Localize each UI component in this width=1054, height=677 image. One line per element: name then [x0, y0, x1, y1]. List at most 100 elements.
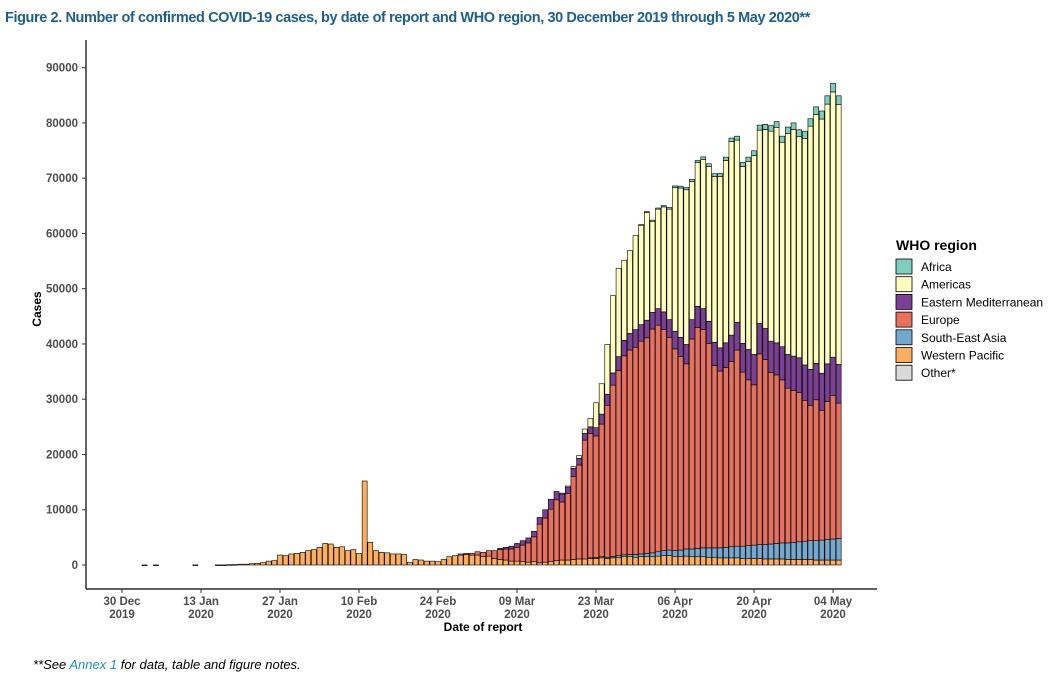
bar-segment-eastern-mediterranean — [717, 347, 723, 372]
bar-segment-americas — [739, 166, 746, 344]
bar-segment-western-pacific — [739, 558, 746, 566]
bar-segment-europe — [615, 370, 622, 556]
bar-stack — [390, 553, 396, 566]
bar-segment-americas — [700, 159, 707, 309]
bar-segment-western-pacific — [649, 556, 656, 566]
bar-segment-europe — [474, 551, 481, 556]
bar-segment-western-pacific — [226, 564, 233, 566]
bar-segment-africa — [813, 106, 819, 115]
bar-segment-americas — [677, 187, 684, 338]
bar-segment-western-pacific — [440, 559, 447, 566]
bar-stack — [548, 498, 554, 566]
bar-stack — [773, 121, 780, 566]
bar-segment-south-east-asia — [706, 547, 712, 558]
bar-segment-western-pacific — [666, 555, 673, 566]
bar-segment-western-pacific — [762, 558, 769, 566]
annex-link[interactable]: Annex 1 — [69, 657, 118, 672]
bar-segment-western-pacific — [378, 551, 385, 566]
bar-stack — [542, 509, 549, 566]
bar-segment-western-pacific — [305, 550, 312, 566]
bar-segment-europe — [835, 402, 842, 539]
bar-segment-europe — [531, 536, 537, 562]
bar-stack — [610, 295, 616, 566]
bar-segment-americas — [779, 141, 786, 348]
bar-stack — [638, 224, 644, 566]
figure-title: Figure 2. Number of confirmed COVID-19 c… — [5, 10, 810, 26]
bar-segment-western-pacific — [548, 561, 554, 566]
footnote: **See Annex 1 for data, table and figure… — [33, 657, 301, 672]
bar-segment-africa — [722, 156, 729, 161]
bar-stack — [344, 550, 351, 566]
bar-segment-eastern-mediterranean — [643, 319, 650, 339]
bar-stack — [751, 150, 757, 566]
bar-stack — [299, 551, 306, 566]
bar-segment-eastern-mediterranean — [824, 363, 831, 402]
bar-segment-eastern-mediterranean — [587, 426, 594, 434]
bar-segment-eastern-mediterranean — [768, 340, 774, 373]
bar-segment-africa — [796, 129, 802, 138]
bar-stack — [192, 564, 199, 566]
bar-stack — [294, 553, 300, 566]
bar-segment-western-pacific — [373, 550, 379, 566]
bar-segment-western-pacific — [243, 563, 249, 566]
bar-stack — [254, 563, 261, 566]
bar-segment-western-pacific — [672, 556, 678, 566]
bar-segment-americas — [768, 130, 774, 342]
bar-segment-eastern-mediterranean — [830, 356, 836, 396]
bar-segment-western-pacific — [542, 561, 549, 566]
y-tick-label: 10000 — [46, 505, 78, 517]
bar-segment-europe — [502, 548, 509, 561]
bar-segment-eastern-mediterranean — [531, 530, 537, 538]
bar-segment-europe — [655, 324, 661, 553]
bar-segment-south-east-asia — [638, 553, 644, 558]
bar-segment-americas — [627, 250, 633, 334]
bar-segment-eastern-mediterranean — [502, 547, 509, 550]
bar-segment-africa — [818, 110, 825, 120]
legend-swatch — [895, 276, 913, 293]
bar-segment-western-pacific — [796, 559, 802, 566]
bar-segment-americas — [655, 208, 661, 309]
bar-segment-south-east-asia — [779, 542, 786, 560]
bar-segment-eastern-mediterranean — [553, 491, 560, 501]
bar-segment-europe — [638, 340, 644, 555]
bar-segment-eastern-mediterranean — [497, 548, 503, 550]
bar-stack — [830, 83, 836, 566]
bar-stack — [796, 129, 802, 566]
bar-segment-western-pacific — [824, 559, 831, 566]
bar-segment-americas — [824, 103, 831, 365]
bar-segment-africa — [700, 156, 707, 160]
bar-stack — [768, 125, 774, 566]
bar-segment-europe — [768, 372, 774, 545]
bar-segment-western-pacific — [536, 562, 543, 566]
bar-segment-eastern-mediterranean — [683, 344, 690, 365]
bar-segment-americas — [559, 492, 565, 495]
bar-segment-europe — [627, 349, 633, 555]
bar-stack — [395, 553, 402, 566]
bar-stack — [818, 110, 825, 566]
x-tick-label: 24 Feb — [420, 596, 456, 608]
bar-segment-americas — [762, 129, 769, 329]
bar-segment-south-east-asia — [694, 548, 701, 558]
bar-segment-south-east-asia — [768, 543, 774, 560]
bar-segment-africa — [830, 83, 836, 93]
bar-segment-eastern-mediterranean — [610, 372, 616, 386]
x-tick-label: 30 Dec — [103, 596, 141, 608]
bar-segment-eastern-mediterranean — [745, 349, 752, 381]
bar-segment-europe — [801, 400, 808, 542]
legend-label: South-East Asia — [921, 331, 1007, 345]
bar-segment-americas — [734, 139, 740, 323]
y-tick-label: 90000 — [46, 63, 78, 75]
bar-segment-western-pacific — [497, 559, 503, 566]
bar-segment-africa — [734, 135, 740, 141]
bar-segment-eastern-mediterranean — [790, 355, 797, 391]
bar-segment-western-pacific — [638, 556, 644, 566]
bar-segment-south-east-asia — [756, 544, 763, 559]
bar-segment-eastern-mediterranean — [756, 323, 763, 355]
bar-segment-europe — [508, 548, 515, 562]
bar-stack — [536, 517, 543, 566]
bar-stack — [226, 564, 233, 566]
bar-segment-south-east-asia — [700, 547, 707, 558]
bar-stack — [514, 543, 520, 566]
bar-segment-western-pacific — [390, 553, 396, 566]
bar-segment-europe — [457, 553, 464, 556]
